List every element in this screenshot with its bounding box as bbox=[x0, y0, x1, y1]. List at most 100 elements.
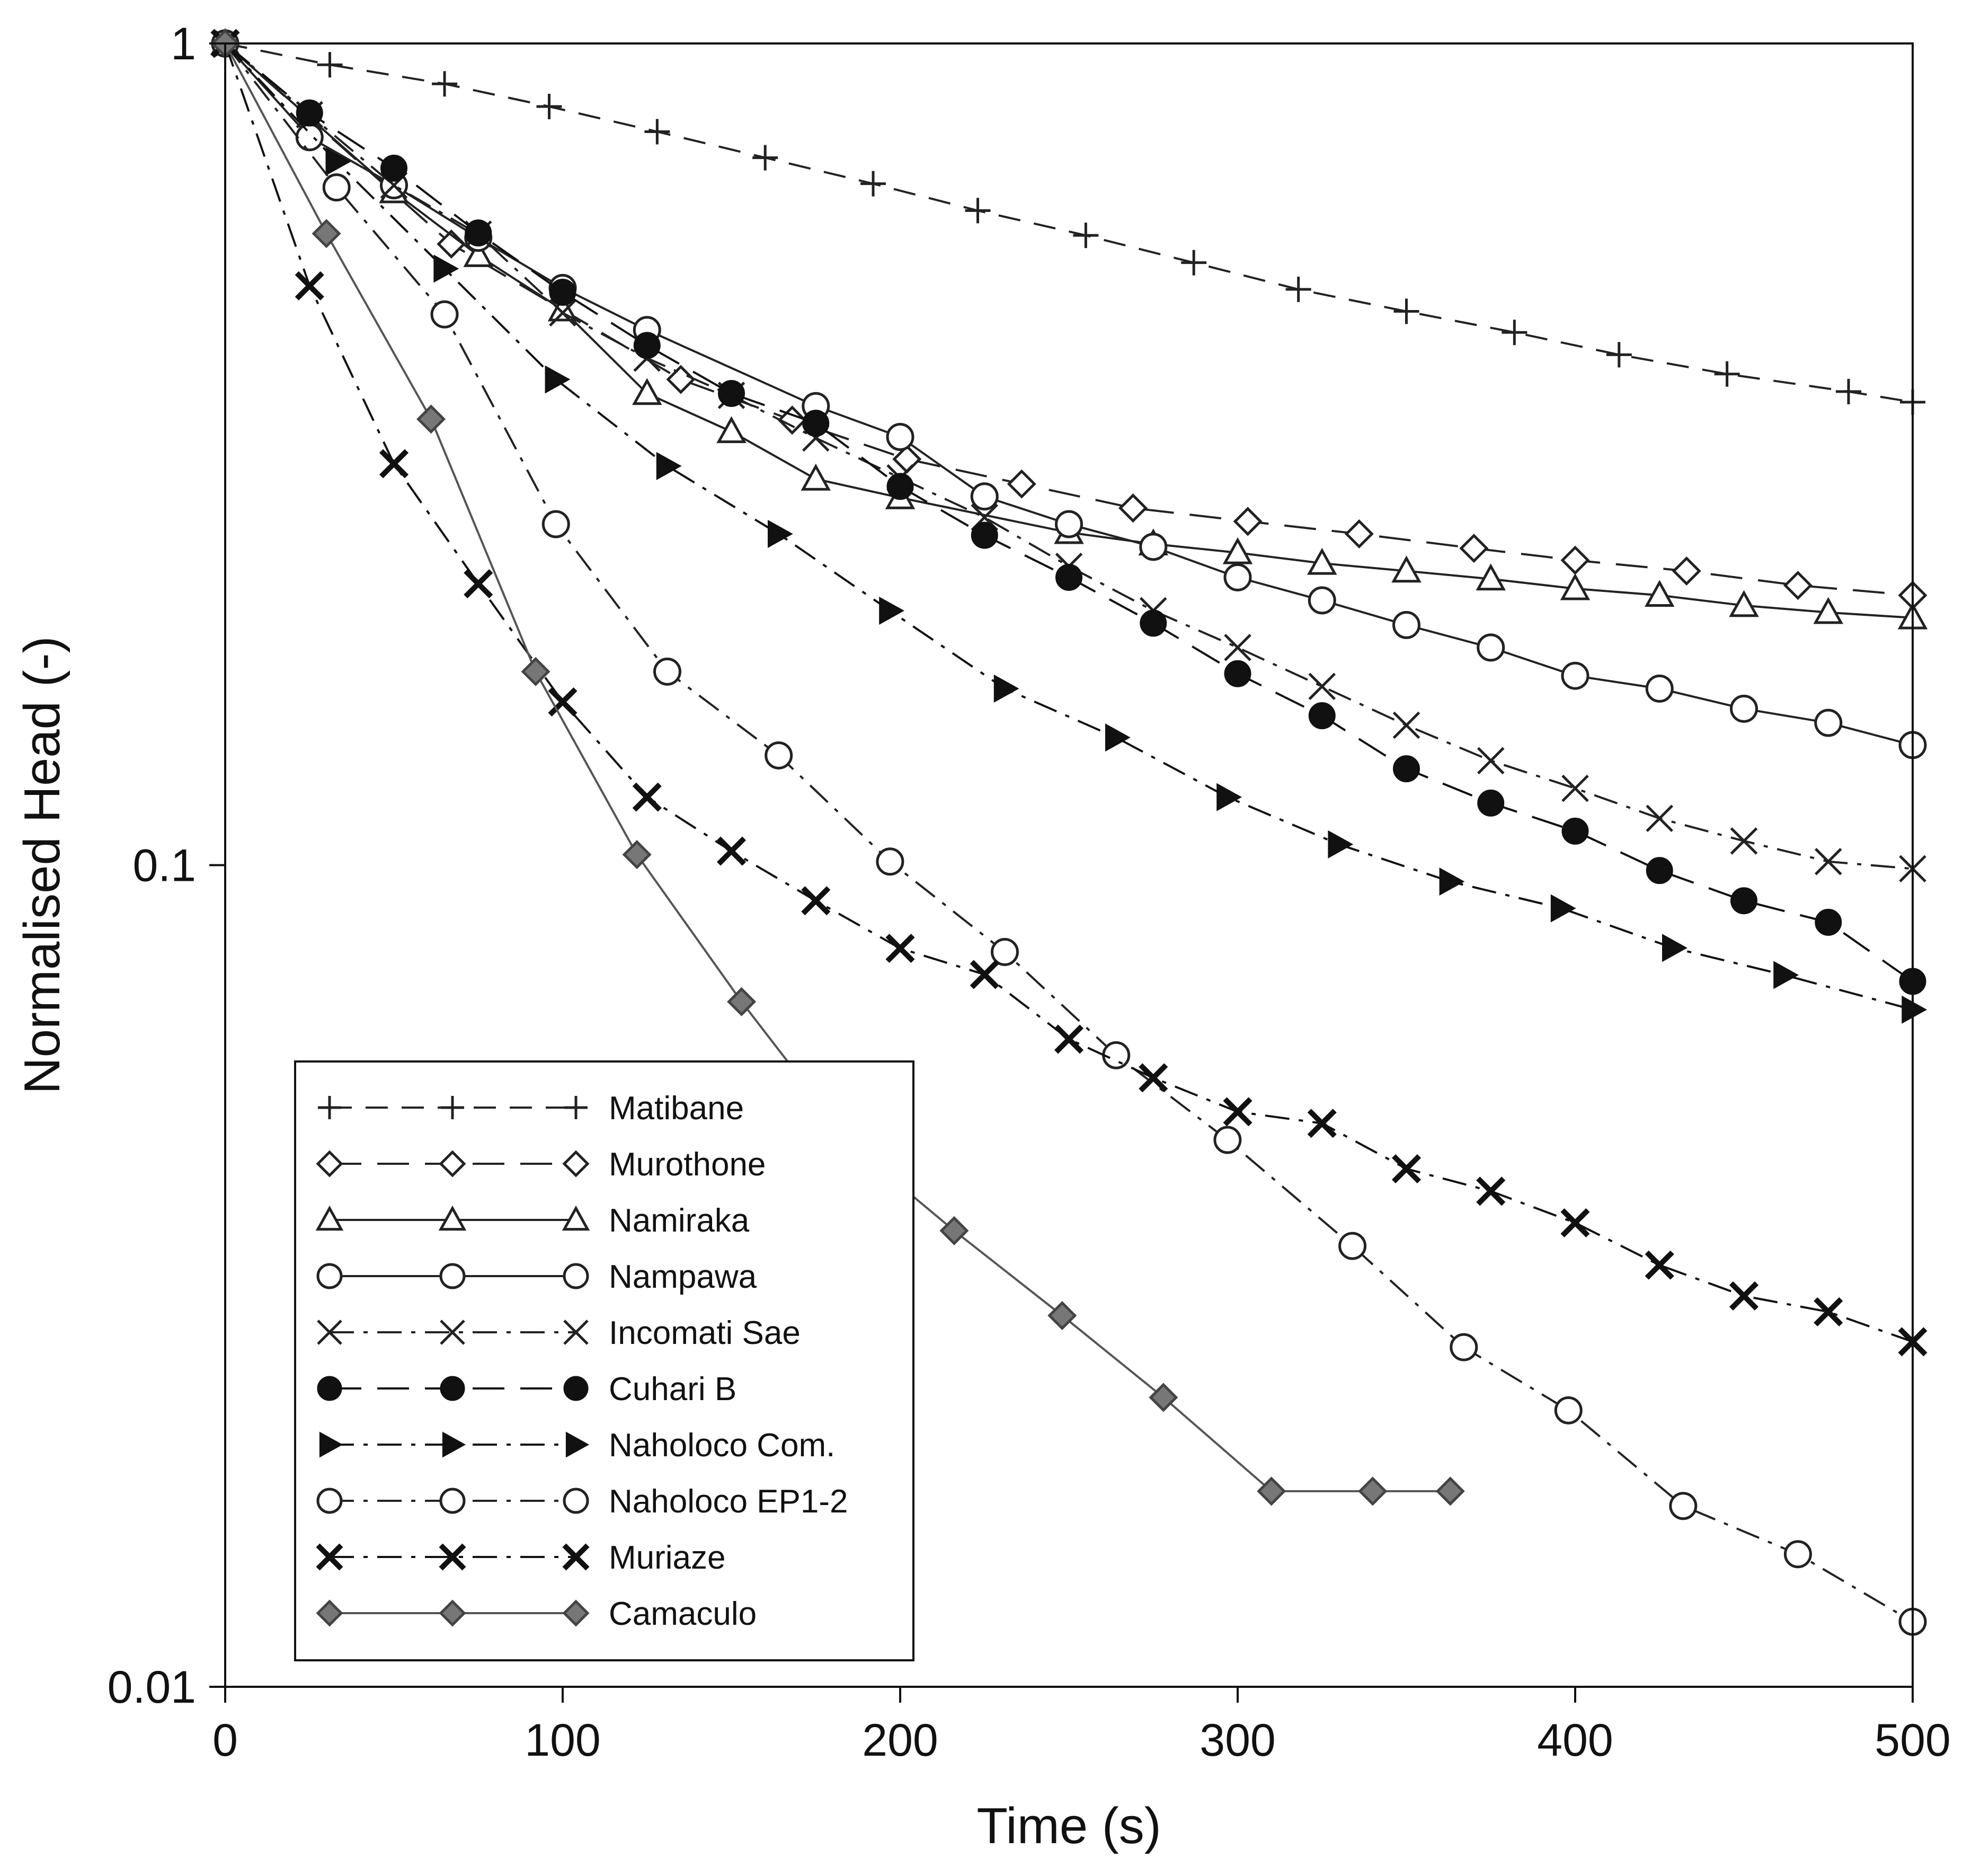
data-point bbox=[1729, 590, 1759, 617]
data-point bbox=[1102, 1041, 1131, 1069]
data-point bbox=[547, 294, 578, 322]
data-point bbox=[1476, 1176, 1506, 1206]
series-line bbox=[224, 42, 1913, 1011]
data-point bbox=[970, 960, 999, 989]
legend-entry: Namiraka bbox=[315, 1202, 750, 1239]
legend-marker bbox=[439, 1150, 466, 1178]
data-point bbox=[1561, 817, 1589, 845]
data-point bbox=[1338, 1232, 1367, 1260]
data-point bbox=[1561, 774, 1589, 802]
data-point bbox=[767, 519, 793, 548]
x-tick-label: 500 bbox=[1875, 1715, 1951, 1766]
series-line bbox=[224, 43, 1913, 1343]
data-point bbox=[295, 271, 324, 300]
data-point bbox=[622, 840, 652, 870]
legend-entry: Muriaze bbox=[316, 1539, 726, 1576]
data-point bbox=[1662, 934, 1687, 962]
data-point bbox=[1233, 507, 1263, 536]
y-tick-label: 1 bbox=[171, 19, 196, 69]
data-point bbox=[879, 596, 904, 625]
data-point bbox=[965, 198, 991, 224]
legend-box bbox=[294, 1060, 914, 1661]
data-point bbox=[802, 410, 830, 437]
legend-marker bbox=[563, 1263, 589, 1289]
data-point bbox=[939, 1216, 969, 1245]
data-point bbox=[430, 300, 459, 329]
data-point bbox=[1814, 709, 1843, 737]
data-point bbox=[1646, 857, 1673, 884]
data-point bbox=[1344, 519, 1374, 548]
data-point bbox=[1669, 1492, 1698, 1520]
data-point bbox=[801, 463, 831, 491]
data-point bbox=[295, 123, 324, 152]
data-point bbox=[541, 510, 570, 538]
legend-marker bbox=[316, 1150, 343, 1178]
legend-marker bbox=[316, 1488, 343, 1514]
data-point bbox=[464, 569, 493, 599]
data-point bbox=[1393, 298, 1419, 324]
data-point bbox=[716, 836, 747, 866]
data-point bbox=[1813, 597, 1843, 624]
legend-label: Naholoco Com. bbox=[609, 1427, 835, 1464]
data-point bbox=[1550, 894, 1576, 923]
data-point bbox=[317, 52, 343, 78]
data-point bbox=[1645, 1250, 1674, 1280]
data-point bbox=[1477, 633, 1505, 662]
legend-label: Muriaze bbox=[609, 1539, 726, 1576]
data-point bbox=[1476, 563, 1506, 591]
data-point bbox=[1055, 510, 1083, 538]
data-point bbox=[322, 173, 351, 202]
data-point bbox=[1393, 755, 1420, 783]
legend-marker bbox=[318, 1096, 341, 1119]
series-cuhari-b bbox=[211, 30, 1926, 995]
data-point bbox=[1328, 830, 1354, 859]
data-point bbox=[1560, 1208, 1590, 1238]
legend-entry: Incomati Sae bbox=[317, 1315, 801, 1351]
legend-entry: Naholoco EP1-2 bbox=[316, 1483, 848, 1520]
data-point bbox=[1815, 908, 1842, 936]
data-point bbox=[1139, 1063, 1168, 1093]
legend-label: Camaculo bbox=[609, 1596, 757, 1632]
data-point bbox=[1554, 1396, 1583, 1424]
data-point bbox=[1308, 586, 1336, 615]
data-point bbox=[1560, 573, 1591, 600]
data-point bbox=[1307, 547, 1337, 575]
data-point bbox=[1308, 672, 1336, 701]
legend-marker bbox=[439, 1263, 466, 1289]
data-point bbox=[633, 332, 661, 359]
data-point bbox=[990, 937, 1019, 966]
data-point bbox=[1646, 804, 1674, 833]
data-point bbox=[765, 741, 793, 769]
y-axis-title: Normalised Head (-) bbox=[14, 636, 70, 1094]
legend-label: Incomati Sae bbox=[609, 1315, 801, 1351]
data-point bbox=[1439, 867, 1465, 896]
data-point bbox=[876, 847, 904, 876]
series-namiraka bbox=[210, 28, 1928, 630]
data-point bbox=[993, 674, 1019, 703]
legend-marker bbox=[563, 1320, 589, 1345]
data-point bbox=[1223, 563, 1252, 591]
data-point bbox=[1730, 827, 1758, 855]
series-line bbox=[224, 42, 1913, 870]
series-matibane bbox=[212, 31, 1925, 415]
legend-label: Namiraka bbox=[609, 1202, 750, 1239]
data-point bbox=[886, 473, 914, 500]
legend-entry: Murothone bbox=[316, 1146, 766, 1183]
data-point bbox=[860, 171, 886, 197]
data-point bbox=[1216, 783, 1242, 811]
legend-marker bbox=[562, 1543, 590, 1571]
x-tick-label: 300 bbox=[1200, 1715, 1276, 1766]
data-point bbox=[1392, 610, 1420, 639]
data-point bbox=[1783, 571, 1813, 600]
data-point bbox=[1054, 1024, 1084, 1054]
legend-marker bbox=[439, 1543, 466, 1571]
data-point bbox=[521, 657, 550, 686]
legend-marker bbox=[440, 1376, 465, 1401]
legend-marker bbox=[316, 1543, 343, 1571]
legend-entries: Matibane Murothone Namiraka Nampawa Incomati… bbox=[315, 1090, 848, 1632]
series-naholoco-com bbox=[214, 29, 1928, 1024]
data-point bbox=[549, 278, 576, 306]
data-point bbox=[432, 71, 458, 97]
data-point bbox=[1222, 537, 1253, 564]
